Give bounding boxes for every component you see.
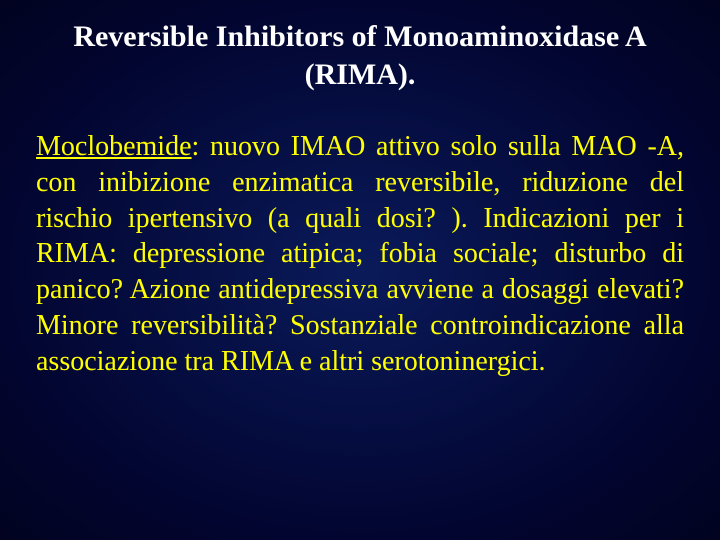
slide-body: Moclobemide: nuovo IMAO attivo solo sull… xyxy=(36,129,684,380)
title-line-2: (RIMA). xyxy=(305,58,416,91)
title-line-1: Reversible Inhibitors of Monoaminoxidase… xyxy=(73,20,646,53)
slide-title: Reversible Inhibitors of Monoaminoxidase… xyxy=(36,18,684,93)
drug-name: Moclobemide xyxy=(36,131,192,162)
slide: Reversible Inhibitors of Monoaminoxidase… xyxy=(0,0,720,540)
body-text: : nuovo IMAO attivo solo sulla MAO -A, c… xyxy=(36,131,684,377)
